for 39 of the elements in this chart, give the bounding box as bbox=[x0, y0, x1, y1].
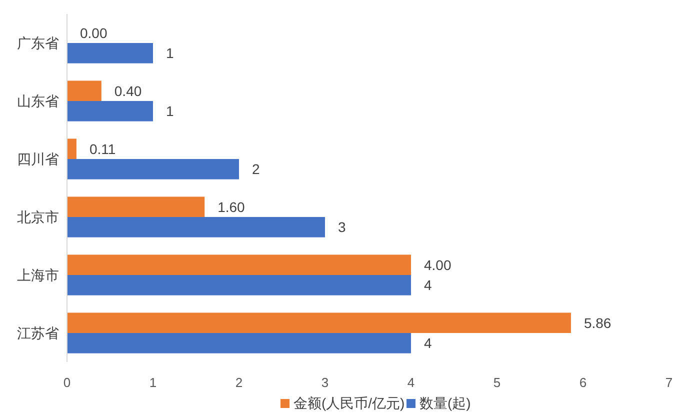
legend-label: 金额(人民币/亿元) bbox=[294, 395, 405, 411]
data-label: 0.40 bbox=[114, 82, 142, 99]
y-tick-label: 北京市 bbox=[17, 208, 59, 225]
bar bbox=[67, 138, 76, 159]
y-tick-label: 四川省 bbox=[17, 150, 59, 167]
x-tick-label: 0 bbox=[63, 375, 71, 390]
data-label: 4 bbox=[424, 277, 432, 294]
data-label: 2 bbox=[252, 161, 260, 178]
data-label: 1.60 bbox=[218, 198, 246, 215]
x-tick-label: 6 bbox=[579, 375, 587, 390]
data-label: 1 bbox=[166, 103, 174, 120]
bar bbox=[67, 43, 153, 64]
data-label: 1 bbox=[166, 45, 174, 62]
y-tick-label: 广东省 bbox=[17, 34, 59, 51]
x-tick-label: 7 bbox=[665, 375, 673, 390]
bar bbox=[67, 196, 205, 217]
bar bbox=[67, 312, 571, 333]
x-tick-label: 1 bbox=[149, 375, 157, 390]
bar bbox=[67, 333, 411, 354]
data-label: 3 bbox=[338, 219, 346, 236]
bar bbox=[67, 80, 102, 101]
data-label: 4.00 bbox=[424, 256, 452, 273]
y-tick-label: 山东省 bbox=[17, 92, 59, 109]
data-label: 4 bbox=[424, 335, 432, 352]
data-label: 0.11 bbox=[89, 140, 116, 157]
legend-label: 数量(起) bbox=[420, 395, 471, 411]
bar bbox=[67, 275, 411, 296]
bar bbox=[67, 217, 325, 238]
data-label: 5.86 bbox=[584, 314, 612, 331]
x-tick-label: 5 bbox=[493, 375, 501, 390]
x-tick-label: 4 bbox=[407, 375, 415, 390]
y-tick-label: 江苏省 bbox=[17, 324, 59, 341]
bar bbox=[67, 254, 411, 275]
bar bbox=[67, 159, 239, 180]
data-label: 0.00 bbox=[80, 24, 108, 41]
x-tick-label: 3 bbox=[321, 375, 329, 390]
y-tick-label: 上海市 bbox=[17, 266, 59, 283]
x-tick-label: 2 bbox=[235, 375, 243, 390]
bar bbox=[67, 101, 153, 122]
